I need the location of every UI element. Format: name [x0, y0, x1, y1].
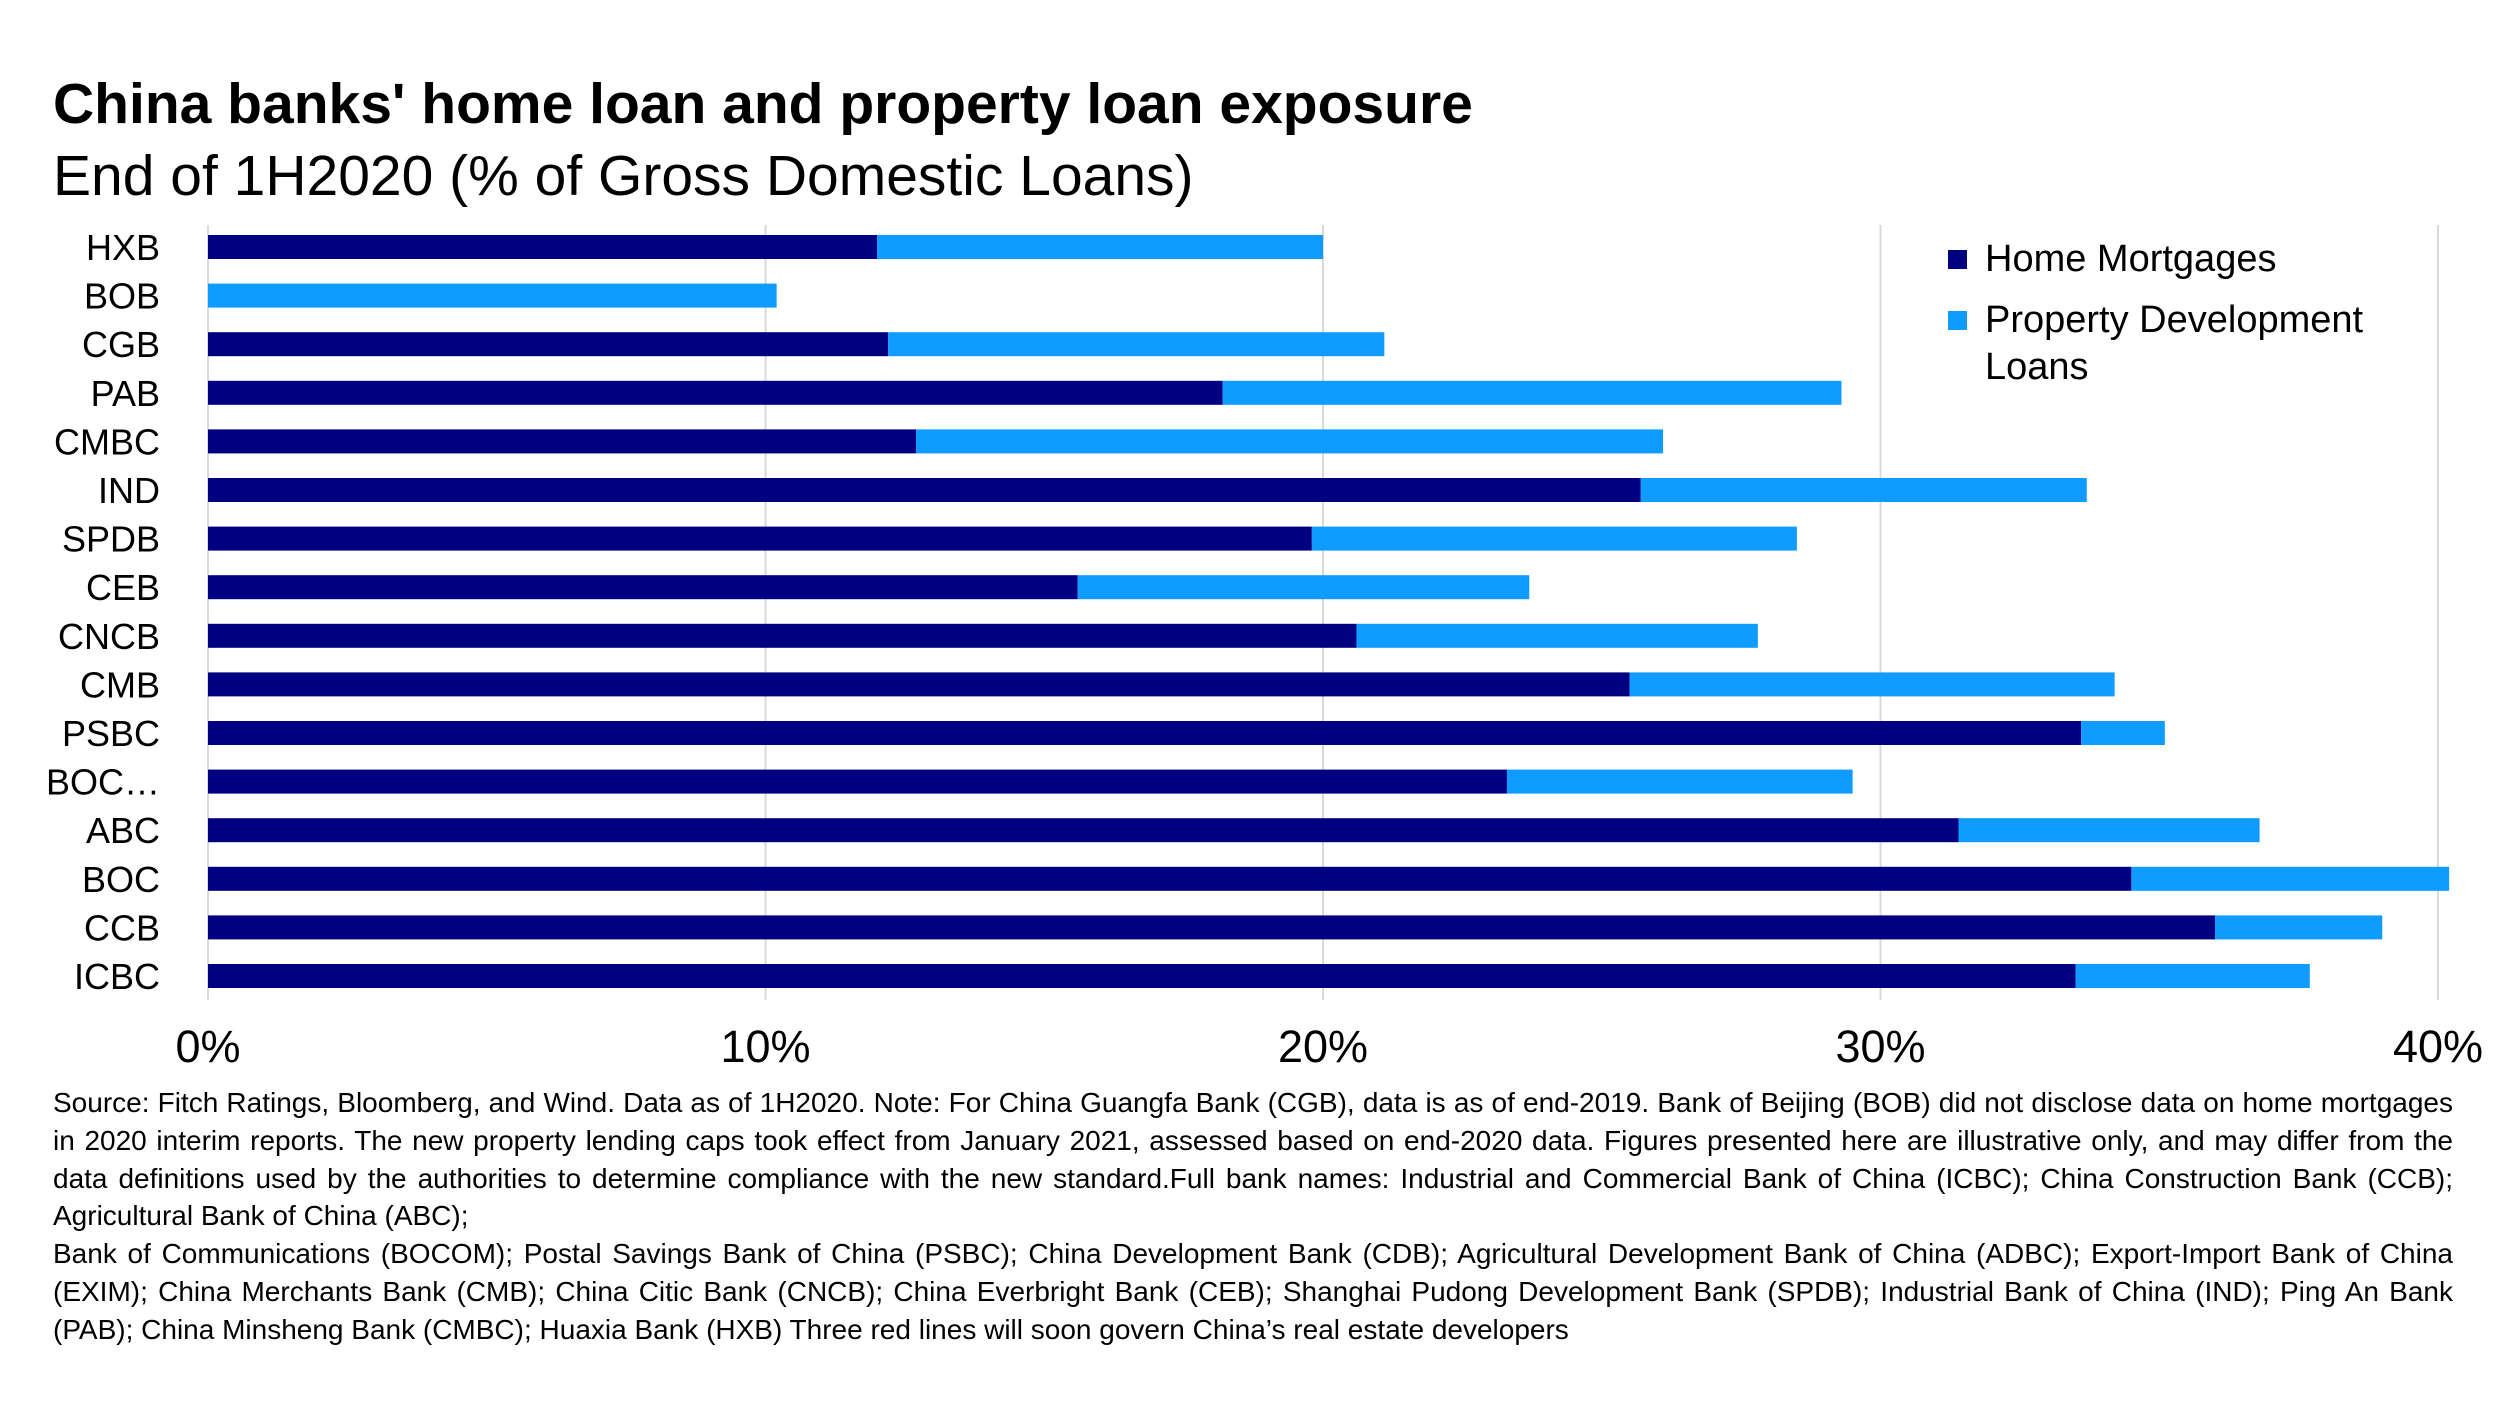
- x-tick-label: 0%: [175, 1021, 240, 1072]
- bar-home-mortgages: [208, 380, 1223, 405]
- category-label: CCB: [84, 907, 160, 948]
- bar-home-mortgages: [208, 429, 917, 454]
- legend-label-property-development-loans: Property Development Loans: [1985, 299, 2364, 388]
- legend-label-home-mortgages: Home Mortgages: [1985, 238, 2277, 280]
- stacked-bar-chart: HXB BOB CGB PAB CMBC IND SPDB CEB CNCB CMB PSBC BOC…: [46, 225, 2483, 1072]
- category-label: SPDB: [62, 519, 160, 560]
- bar-property-development-loans: [2081, 721, 2165, 745]
- bar-home-mortgages: [208, 478, 1641, 502]
- bar-home-mortgages: [208, 526, 1312, 551]
- bar-property-development-loans: [1629, 672, 2115, 697]
- source-note: Source: Fitch Ratings, Bloomberg, and Wi…: [53, 1084, 2453, 1349]
- bar-home-mortgages: [208, 818, 1959, 843]
- chart-title: China banks' home loan and property loan…: [53, 72, 1473, 136]
- legend-swatch-home-mortgages: [1948, 250, 1967, 269]
- category-label: CMBC: [54, 421, 160, 462]
- category-label: HXB: [86, 227, 160, 268]
- category-label: BOC: [82, 859, 160, 900]
- bar-home-mortgages: [208, 964, 2076, 988]
- bar-home-mortgages: [208, 332, 889, 357]
- legend: Home Mortgages Property Development Loan…: [1948, 236, 2448, 405]
- bar-property-development-loans: [1356, 623, 1758, 648]
- category-label: BOC…: [46, 762, 160, 803]
- bar-property-development-loans: [1077, 575, 1530, 600]
- bar-property-development-loans: [1640, 478, 2087, 502]
- bar-property-development-loans: [1222, 380, 1842, 405]
- bar-property-development-loans: [2075, 964, 2310, 988]
- bar-home-mortgages: [208, 866, 2132, 891]
- category-label: ABC: [86, 810, 160, 851]
- bar-property-development-loans: [1311, 526, 1797, 551]
- category-label: PSBC: [62, 713, 160, 754]
- category-label: CMB: [80, 664, 160, 705]
- category-label: IND: [98, 470, 160, 511]
- source-paragraph-2: Bank of Communications (BOCOM); Postal S…: [53, 1238, 2453, 1345]
- category-label: CGB: [82, 324, 160, 365]
- bar-home-mortgages: [208, 769, 1507, 794]
- x-tick-label: 30%: [1835, 1021, 1925, 1072]
- legend-item-property-development-loans: Property Development Loans: [1948, 297, 2448, 391]
- chart-subtitle: End of 1H2020 (% of Gross Domestic Loans…: [53, 144, 1194, 208]
- bar-property-development-loans: [1506, 769, 1853, 794]
- bar-home-mortgages: [208, 672, 1630, 697]
- category-labels: HXB BOB CGB PAB CMBC IND SPDB CEB CNCB CMB PSBC BOC…: [46, 227, 160, 997]
- x-tick-label: 40%: [2393, 1021, 2483, 1072]
- bar-home-mortgages: [208, 623, 1357, 648]
- bar-property-development-loans: [877, 235, 1323, 259]
- bar-home-mortgages: [208, 721, 2082, 745]
- bar-property-development-loans: [888, 332, 1385, 357]
- x-tick-label: 20%: [1278, 1021, 1368, 1072]
- category-label: CNCB: [58, 616, 160, 657]
- x-tick-label: 10%: [720, 1021, 810, 1072]
- bar-home-mortgages: [208, 235, 877, 259]
- bar-property-development-loans: [2131, 866, 2450, 891]
- x-tick-labels: 0% 10% 20% 30% 40%: [175, 1021, 2483, 1072]
- bar-home-mortgages: [208, 575, 1078, 600]
- category-label: PAB: [91, 373, 160, 414]
- bar-property-development-loans: [2215, 915, 2383, 940]
- bar-property-development-loans: [208, 283, 777, 308]
- bar-property-development-loans: [916, 429, 1664, 454]
- source-paragraph-1: Source: Fitch Ratings, Bloomberg, and Wi…: [53, 1087, 2453, 1232]
- bars: [208, 235, 2450, 988]
- category-label: CEB: [86, 567, 160, 608]
- category-label: BOB: [84, 276, 160, 317]
- bar-home-mortgages: [208, 915, 2215, 940]
- legend-item-home-mortgages: Home Mortgages: [1948, 236, 2448, 283]
- category-label: ICBC: [74, 956, 160, 997]
- bar-property-development-loans: [1958, 818, 2260, 843]
- legend-swatch-property-development-loans: [1948, 311, 1967, 330]
